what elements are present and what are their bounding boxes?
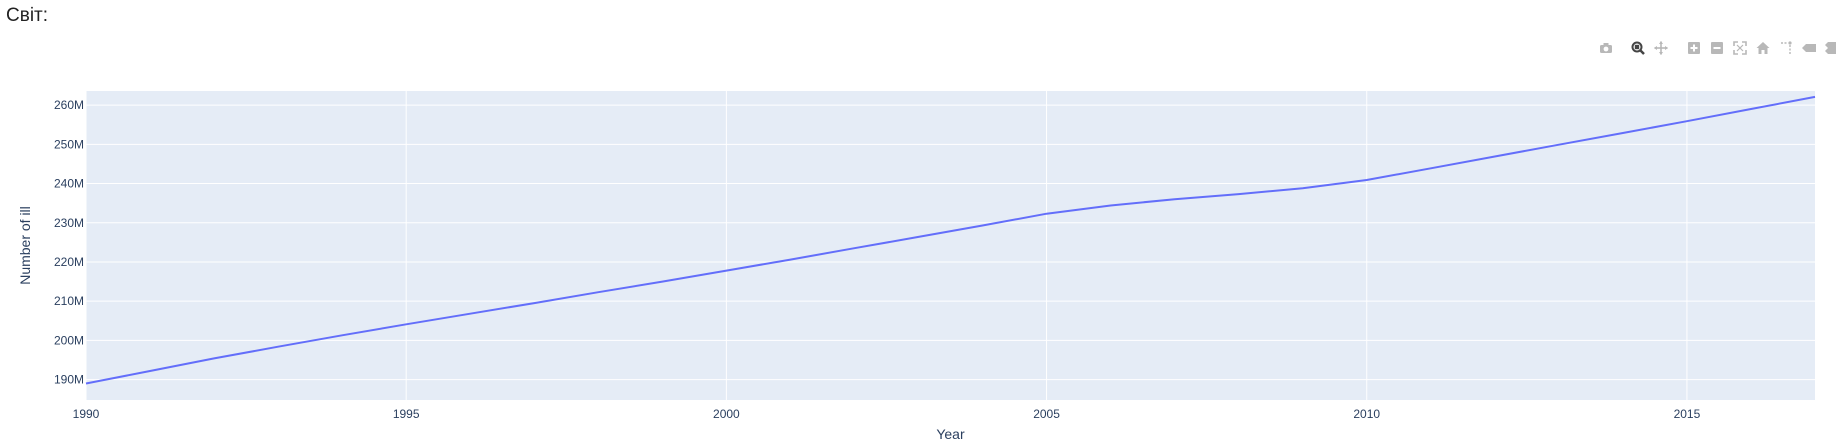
y-tick-label: 240M [54, 177, 84, 191]
autoscale-icon [1732, 41, 1747, 55]
autoscale-button[interactable] [1730, 38, 1749, 58]
series-line [85, 95, 1816, 385]
y-tick-label: 260M [54, 98, 84, 112]
pan-icon [1654, 41, 1668, 55]
y-axis-title: Number of ill [17, 206, 33, 285]
y-tick-label: 250M [54, 137, 84, 151]
chart-modebar [1596, 38, 1845, 58]
y-tick-label: 190M [54, 373, 84, 387]
zoom-out-button[interactable] [1707, 38, 1726, 58]
home-icon [1756, 42, 1769, 54]
spikelines-button[interactable] [1776, 38, 1795, 58]
x-tick-label: 1990 [73, 407, 100, 421]
pan-button[interactable] [1652, 38, 1671, 58]
hover-compare-icon [1824, 42, 1836, 54]
camera-button[interactable] [1596, 38, 1615, 58]
spikelines-icon [1780, 41, 1792, 54]
x-tick-label: 2015 [1674, 407, 1701, 421]
x-tick-label: 1995 [393, 407, 420, 421]
home-button[interactable] [1753, 38, 1772, 58]
y-tick-label: 210M [54, 294, 84, 308]
camera-icon [1599, 43, 1612, 53]
hover-closest-button[interactable] [1799, 38, 1818, 58]
zoom-out-icon [1710, 42, 1723, 54]
x-tick-label: 2005 [1033, 407, 1060, 421]
zoom-icon [1631, 41, 1645, 55]
hover-closest-icon [1801, 44, 1816, 52]
zoom-button[interactable] [1629, 38, 1648, 58]
zoom-in-button[interactable] [1684, 38, 1703, 58]
y-tick-label: 200M [54, 333, 84, 347]
hover-compare-button[interactable] [1822, 38, 1841, 58]
zoom-in-icon [1687, 42, 1700, 54]
x-axis-title: Year [936, 426, 965, 439]
x-tick-label: 2010 [1353, 407, 1380, 421]
x-tick-label: 2000 [713, 407, 740, 421]
plot-background [86, 91, 1815, 400]
page-title: Світ: [6, 5, 49, 26]
y-tick-label: 230M [54, 216, 84, 230]
y-tick-label: 220M [54, 255, 84, 269]
